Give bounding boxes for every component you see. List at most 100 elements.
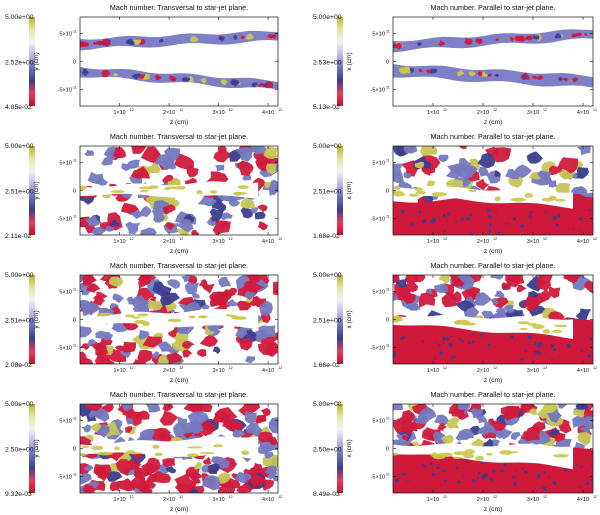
shell-cell xyxy=(468,71,476,77)
shear-layer xyxy=(393,186,401,190)
turbulent-cell xyxy=(162,458,175,468)
colorbar xyxy=(337,17,343,106)
shell-cell xyxy=(220,79,228,86)
turbulent-cell xyxy=(193,461,203,470)
shock-cell xyxy=(536,344,541,348)
shell-cell xyxy=(138,74,145,79)
shear-layer xyxy=(499,450,512,455)
shear-layer xyxy=(196,190,203,195)
y-tick-label: 0 xyxy=(386,189,389,195)
turbulent-cell xyxy=(177,416,188,430)
shock-cell xyxy=(438,463,441,465)
shock-cell xyxy=(472,340,475,343)
shear-layer xyxy=(80,185,87,191)
shell-cell xyxy=(429,68,438,75)
shell-cell xyxy=(169,75,177,82)
x-tick-exponent: 12 xyxy=(493,495,497,499)
turbulent-cell xyxy=(127,459,142,471)
shock-cell xyxy=(506,211,508,213)
turbulent-cell xyxy=(256,444,273,454)
shell-cell xyxy=(558,77,563,81)
turbulent-cell xyxy=(109,276,124,287)
shell-cell xyxy=(230,79,240,88)
shock-cell xyxy=(512,217,516,221)
x-tick-label: 1×10 xyxy=(427,110,439,116)
shock-cell xyxy=(480,333,484,337)
x-tick-label: 2×10 xyxy=(163,497,175,503)
turbulent-cell xyxy=(393,404,404,411)
turbulent-cell xyxy=(214,407,238,423)
turbulent-cell xyxy=(187,411,209,426)
colorbar-min-label: 9.32e-03 xyxy=(5,491,32,498)
turbulent-cell xyxy=(112,293,124,304)
shell-cell xyxy=(131,73,141,80)
y-tick-exponent: 11 xyxy=(386,472,390,476)
turbulent-cell xyxy=(403,146,418,154)
shear-layer xyxy=(80,453,88,456)
turbulent-cell xyxy=(212,346,221,355)
shock-cell xyxy=(505,222,508,225)
shock-cell xyxy=(469,232,473,235)
x-axis-label: z (cm) xyxy=(170,119,188,126)
shock-cell xyxy=(423,465,426,468)
y-tick-label: -5×10 xyxy=(58,216,72,222)
shock-cell xyxy=(468,218,471,221)
panel-title: Mach number. Parallel to star-jet plane. xyxy=(430,261,555,270)
y-tick-label: 5×10 xyxy=(372,419,385,425)
turbulent-cell xyxy=(220,212,233,221)
shear-layer xyxy=(188,315,196,319)
shock-cell xyxy=(576,464,579,466)
y-tick-label: 0 xyxy=(73,60,76,66)
colorbar-mid-label: 2.52e+00 xyxy=(5,60,34,67)
turbulent-cell xyxy=(212,220,231,235)
shear-layer xyxy=(199,452,215,455)
shear-layer xyxy=(393,452,399,456)
turbulent-cell xyxy=(450,291,462,303)
y-tick-label: -5×10 xyxy=(371,87,385,93)
shell-cell xyxy=(190,36,199,43)
colorbar-max-label: 5.00e+00 xyxy=(5,272,34,279)
turbulent-cell xyxy=(407,304,417,311)
shock-cell xyxy=(586,482,589,486)
turbulent-cell xyxy=(235,471,253,484)
turbulent-cell xyxy=(516,284,527,293)
turbulent-cell xyxy=(80,436,92,447)
turbulent-cell xyxy=(218,276,231,288)
turbulent-cell xyxy=(154,154,175,171)
shock-cell xyxy=(410,222,414,226)
colorbar-min-label: 1.68e-02 xyxy=(313,233,340,240)
turbulent-cell xyxy=(255,332,269,341)
turbulent-cell xyxy=(90,423,101,433)
turbulent-cell xyxy=(114,345,125,352)
turbulent-cell xyxy=(235,327,248,339)
x-tick-label: 1×10 xyxy=(114,239,126,245)
shock-cell xyxy=(521,467,524,470)
x-tick-label: 1×10 xyxy=(427,239,439,245)
shock-cell xyxy=(527,335,532,339)
x-tick-exponent: 12 xyxy=(443,366,447,370)
x-tick-label: 2×10 xyxy=(163,110,175,116)
shock-cell xyxy=(400,336,404,341)
turbulent-cell xyxy=(433,414,449,426)
shock-cell xyxy=(457,480,461,484)
turbulent-cell xyxy=(555,183,570,195)
shock-cell xyxy=(482,220,484,222)
turbulent-cell xyxy=(197,196,217,207)
turbulent-cell xyxy=(492,147,512,163)
shock-cell xyxy=(548,476,550,478)
turbulent-cell xyxy=(168,329,177,338)
turbulent-cell xyxy=(246,275,261,284)
turbulent-cell xyxy=(418,292,436,308)
shock-cell xyxy=(580,349,583,352)
x-tick-label: 3×10 xyxy=(527,239,539,245)
shock-cell xyxy=(551,357,553,360)
turbulent-cell xyxy=(108,349,127,363)
turbulent-cell xyxy=(264,465,278,475)
x-tick-label: 1×10 xyxy=(114,110,126,116)
turbulent-cell xyxy=(92,297,105,306)
shock-cell xyxy=(515,470,518,472)
turbulent-cell xyxy=(203,456,212,465)
turbulent-cell xyxy=(393,418,413,435)
shock-cell xyxy=(489,477,493,481)
turbulent-cell xyxy=(186,165,199,178)
